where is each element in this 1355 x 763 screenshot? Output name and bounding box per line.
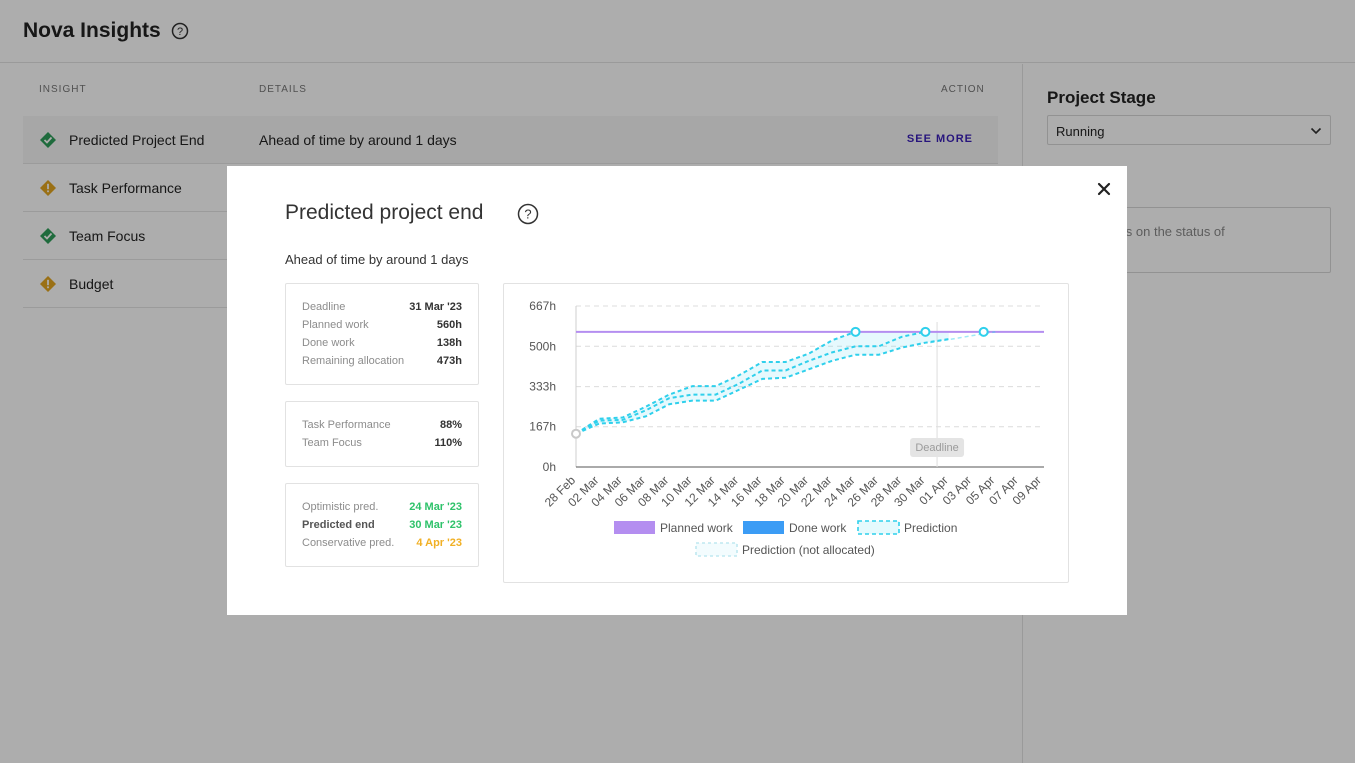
legend-not-allocated-label: Prediction (not allocated) — [742, 543, 875, 557]
optimistic-prediction-line — [575, 330, 856, 435]
project-stage-title: Project Stage — [1047, 88, 1156, 107]
deadline-card: Deadline 31 Mar '23 Planned work 560h Done… — [285, 283, 479, 385]
kv-label: Team Focus — [302, 437, 362, 449]
kv-label: Optimistic pred. — [302, 501, 379, 513]
check-diamond-icon — [40, 132, 56, 148]
legend-done-label: Done work — [789, 521, 847, 535]
kv-value: 560h — [436, 319, 462, 331]
kv-row: Deadline 31 Mar '23 — [302, 301, 462, 315]
y-tick-label: 167h — [529, 420, 556, 434]
y-tick-label: 500h — [529, 339, 556, 353]
check-diamond-icon — [40, 228, 56, 244]
done-work-point — [571, 428, 581, 439]
kv-label: Predicted end — [302, 519, 375, 531]
see-more-link[interactable]: SEE MORE — [906, 133, 973, 145]
deadline-badge — [910, 438, 965, 457]
help-icon[interactable]: ? — [171, 22, 189, 40]
predicted-line — [575, 330, 926, 435]
deadline-label: Deadline — [915, 442, 958, 454]
kv-row: Planned work 560h — [302, 319, 462, 333]
help-icon[interactable]: ? — [517, 203, 539, 225]
warning-diamond-icon — [40, 180, 56, 196]
insight-name: Budget — [69, 276, 114, 292]
svg-text:?: ? — [177, 26, 183, 38]
legend-prediction-swatch — [857, 520, 900, 535]
project-stage-value: Running — [1056, 124, 1105, 139]
predicted-end-modal: Predicted project end ? Ahead of time by… — [227, 166, 1127, 615]
prediction-chart: 0h 167h 333h 500h 667h 28 Feb 02 Mar 04 Mar 06 M… — [503, 283, 1069, 583]
kv-value: 110% — [434, 437, 462, 449]
kv-value: 30 Mar '23 — [409, 519, 462, 531]
kv-value: 31 Mar '23 — [409, 301, 462, 313]
legend-prediction-label: Prediction — [904, 521, 957, 535]
modal-subtitle: Ahead of time by around 1 days — [285, 252, 469, 267]
kv-row: Optimistic pred. 24 Mar '23 — [302, 501, 462, 515]
optimistic-end-point — [850, 326, 861, 337]
kv-value: 138h — [436, 337, 462, 349]
kv-label: Remaining allocation — [302, 355, 405, 367]
conservative-end-point — [978, 326, 989, 337]
legend-planned-swatch — [614, 521, 655, 534]
kv-value: 473h — [436, 355, 462, 367]
kv-label: Deadline — [302, 301, 346, 313]
kv-row: Task Performance 88% — [302, 419, 462, 433]
prediction-band — [576, 331, 949, 434]
kv-row: Conservative pred. 4 Apr '23 — [302, 537, 462, 551]
predicted-end-point — [920, 326, 931, 337]
y-tick-label: 333h — [529, 380, 556, 394]
kv-row: Remaining allocation 473h — [302, 355, 462, 369]
modal-title: Predicted project end — [285, 201, 484, 224]
top-bar: Nova Insights ? — [0, 0, 1355, 63]
y-tick-label: 0h — [543, 460, 556, 474]
prediction-card: Optimistic pred. 24 Mar '23 Predicted end… — [285, 483, 479, 567]
kv-label: Conservative pred. — [302, 537, 395, 549]
kv-label: Task Performance — [302, 419, 391, 431]
kv-label: Planned work — [302, 319, 369, 331]
conservative-prediction-line — [575, 338, 949, 435]
insight-name: Task Performance — [69, 180, 182, 196]
column-header-details: DETAILS — [259, 84, 307, 95]
kv-value: 4 Apr '23 — [416, 537, 462, 549]
table-row[interactable]: Predicted Project End Ahead of time by a… — [23, 116, 998, 164]
column-header-action: ACTION — [941, 84, 985, 95]
kv-row: Done work 138h — [302, 337, 462, 351]
project-stage-select[interactable]: Running — [1047, 115, 1331, 145]
insight-name: Predicted Project End — [69, 132, 205, 148]
kv-value: 24 Mar '23 — [409, 501, 462, 513]
legend-planned-label: Planned work — [660, 521, 734, 535]
legend-done-swatch — [743, 521, 784, 534]
performance-card: Task Performance 88% Team Focus 110% — [285, 401, 479, 467]
y-tick-label: 667h — [529, 299, 556, 313]
warning-diamond-icon — [40, 276, 56, 292]
insight-name: Team Focus — [69, 228, 146, 244]
svg-text:?: ? — [524, 207, 531, 222]
insight-details: Ahead of time by around 1 days — [259, 132, 457, 148]
close-icon[interactable] — [1095, 180, 1113, 198]
app-title: Nova Insights — [23, 19, 161, 42]
kv-value: 88% — [439, 419, 462, 431]
chevron-down-icon — [1310, 127, 1322, 135]
kv-label: Done work — [302, 337, 355, 349]
column-header-insight: INSIGHT — [39, 84, 87, 95]
kv-row: Team Focus 110% — [302, 437, 462, 451]
kv-row: Predicted end 30 Mar '23 — [302, 519, 462, 533]
legend-not-allocated-swatch — [695, 542, 738, 557]
